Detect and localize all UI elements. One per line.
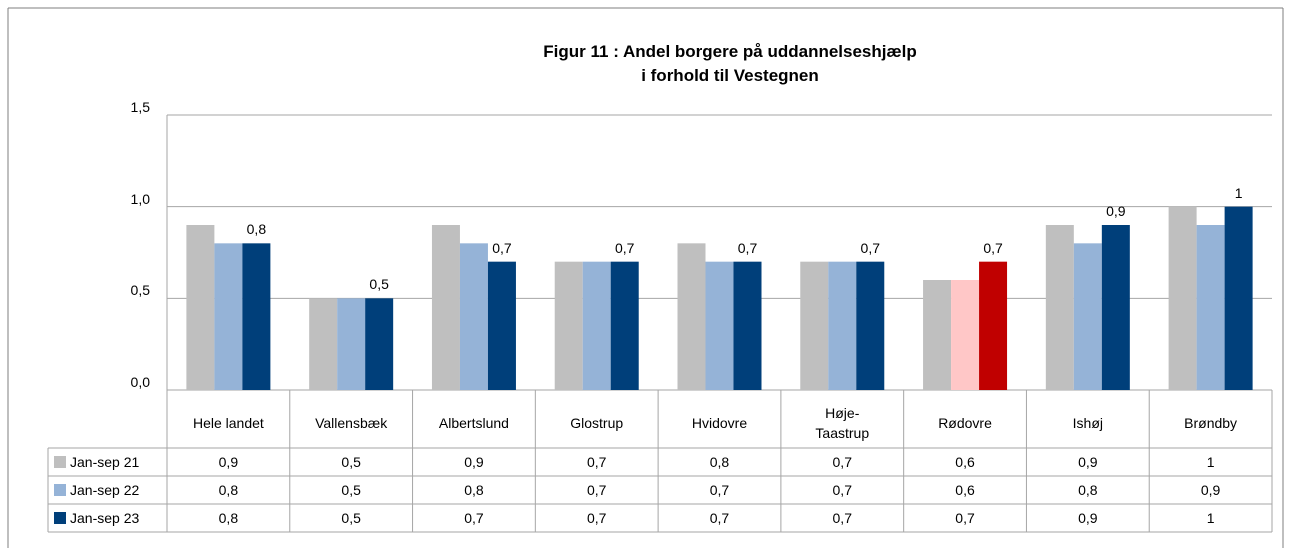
table-cell: 0,7: [832, 510, 852, 526]
x-tick-label: Hvidovre: [691, 415, 748, 431]
x-tick-label: Glostrup: [570, 415, 624, 431]
bar: [979, 261, 1008, 390]
table-cell: 0,6: [955, 482, 975, 498]
bar: [487, 261, 516, 390]
data-label: 0,7: [860, 239, 880, 256]
table-cell: 0,9: [464, 454, 484, 470]
table-cell: 0,7: [709, 510, 730, 526]
bar: [1045, 225, 1074, 390]
data-label: 0,7: [737, 239, 758, 256]
bar: [582, 261, 611, 390]
bar: [337, 298, 366, 390]
bar: [431, 225, 460, 390]
bar: [1168, 206, 1197, 390]
table-cell: 0,7: [586, 510, 607, 526]
x-tick-label: Albertslund: [438, 415, 509, 431]
x-tick-label: Brøndby: [1184, 415, 1238, 431]
table-cell: 0,8: [218, 482, 239, 498]
y-tick-label: 0,5: [130, 282, 150, 299]
bar: [1101, 225, 1130, 390]
legend-label: Jan-sep 21: [70, 454, 140, 470]
table-cell: 0,7: [832, 454, 852, 470]
x-tick-label: Ishøj: [1072, 415, 1103, 431]
table-cell: 0,8: [218, 510, 239, 526]
table-cell: 0,8: [464, 482, 484, 498]
data-label: 1: [1234, 184, 1243, 201]
legend-label: Jan-sep 23: [70, 510, 140, 526]
table-cell: 0,8: [709, 454, 730, 470]
y-tick-label: 0,0: [130, 374, 150, 390]
table-cell: 0,9: [1078, 454, 1098, 470]
table-cell: 0,7: [464, 510, 484, 526]
bar: [309, 298, 338, 390]
bar: [1073, 243, 1102, 390]
data-label: 0,7: [492, 239, 512, 256]
bar: [1196, 225, 1225, 390]
table-cell: 0,7: [832, 482, 852, 498]
x-tick-label: Høje- Taastrup: [815, 405, 870, 441]
bar: [214, 243, 243, 390]
bar: [856, 261, 885, 390]
bar: [610, 261, 639, 390]
data-label: 0,7: [983, 239, 1003, 256]
bar: [951, 280, 980, 390]
x-tick-label: Vallensbæk: [315, 415, 388, 431]
legend-key: [54, 512, 66, 524]
data-label: 0,8: [246, 221, 267, 238]
table-cell: 0,9: [1200, 482, 1221, 498]
bar: [800, 261, 829, 390]
table-cell: 0,6: [955, 454, 975, 470]
table-cell: 0,8: [1078, 482, 1098, 498]
table-cell: 0,7: [586, 454, 607, 470]
bar: [186, 225, 215, 390]
bar: [828, 261, 857, 390]
table-cell: 0,9: [1078, 510, 1098, 526]
bar: [733, 261, 762, 390]
legend-key: [54, 484, 66, 496]
chart-title: Figur 11 : Andel borgere på uddannelsesh…: [543, 42, 917, 85]
table-cell: 0,7: [709, 482, 730, 498]
bar: [1224, 206, 1253, 390]
bar: [459, 243, 488, 390]
table-cell: 0,7: [586, 482, 607, 498]
bar: [554, 261, 583, 390]
table-cell: 0,5: [341, 510, 361, 526]
table-cell: 0,5: [341, 454, 361, 470]
legend-key: [54, 456, 66, 468]
data-label: 0,7: [614, 239, 635, 256]
table-cell: 1: [1206, 454, 1215, 470]
legend-label: Jan-sep 22: [70, 482, 140, 498]
x-tick-label: Rødovre: [938, 415, 992, 431]
table-cell: 0,9: [218, 454, 239, 470]
table-cell: 1: [1206, 510, 1215, 526]
bar: [705, 261, 734, 390]
table-cell: 0,7: [955, 510, 975, 526]
y-tick-label: 1,0: [130, 190, 150, 207]
bar: [677, 243, 706, 390]
table-cell: 0,5: [341, 482, 361, 498]
bar: [242, 243, 271, 390]
bar: [365, 298, 394, 390]
data-label: 0,5: [369, 276, 389, 293]
bar: [923, 280, 952, 390]
x-tick-label: Hele landet: [192, 415, 264, 431]
y-tick-label: 1,5: [130, 99, 150, 115]
data-label: 0,9: [1106, 203, 1126, 219]
